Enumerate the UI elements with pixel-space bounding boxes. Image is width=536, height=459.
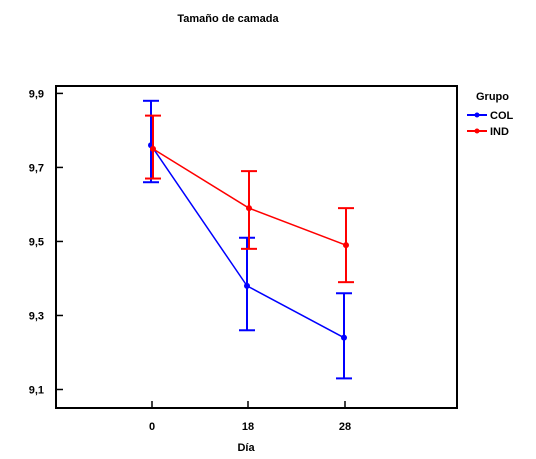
- data-point: [150, 145, 156, 152]
- legend: Grupo COL IND: [467, 91, 514, 138]
- y-tick-label: 9,5: [29, 236, 44, 248]
- x-axis-label: Día: [237, 442, 255, 454]
- legend-marker-ind: [474, 128, 480, 134]
- y-tick-label: 9,1: [29, 384, 44, 396]
- data-point: [244, 282, 250, 289]
- series-col: [143, 99, 352, 380]
- plot-frame: [55, 85, 458, 409]
- series-layer: [143, 99, 354, 380]
- y-tick-label: 9,7: [29, 162, 44, 174]
- series-ind: [145, 114, 354, 284]
- legend-label-ind: IND: [490, 126, 509, 138]
- legend-marker-col: [474, 112, 480, 118]
- legend-label-col: COL: [490, 110, 514, 122]
- y-axis: 9,1 9,3 9,5 9,7 9,9: [29, 88, 63, 396]
- data-point: [246, 205, 252, 212]
- y-tick-label: 9,3: [29, 310, 44, 322]
- y-tick-label: 9,9: [29, 88, 44, 100]
- x-tick-label: 18: [242, 421, 254, 433]
- x-tick-label: 28: [339, 421, 351, 433]
- data-point: [343, 242, 349, 249]
- x-axis: 0 18 28: [149, 401, 351, 433]
- x-tick-label: 0: [149, 421, 155, 433]
- chart-title: Tamaño de camada: [177, 13, 279, 25]
- data-point: [341, 334, 347, 341]
- legend-title: Grupo: [476, 91, 509, 103]
